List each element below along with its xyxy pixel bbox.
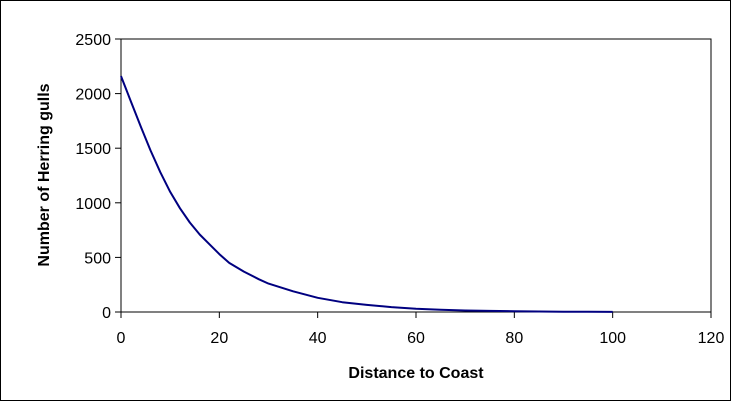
y-tick-label: 500: [84, 250, 111, 267]
y-tick-label: 1500: [75, 141, 111, 158]
x-tick-label: 80: [505, 330, 523, 347]
x-tick-label: 60: [407, 330, 425, 347]
x-tick-label: 40: [309, 330, 327, 347]
x-tick-label: 20: [210, 330, 228, 347]
x-tick-label: 100: [599, 330, 626, 347]
y-tick-label: 1000: [75, 196, 111, 213]
x-tick-label: 0: [117, 330, 126, 347]
y-tick-label: 2500: [75, 32, 111, 49]
x-tick-label: 120: [698, 330, 725, 347]
x-axis-title: Distance to Coast: [348, 365, 484, 382]
y-axis-title: Number of Herring gulls: [36, 83, 53, 266]
series-layer: [120, 75, 613, 313]
plot-area: [120, 38, 712, 313]
y-axis-ticks: 0 500 1000 1500 2000 2500: [75, 32, 121, 322]
y-tick-label: 2000: [75, 87, 111, 104]
x-axis-ticks: 0 20 40 60 80 100 120: [117, 312, 725, 347]
y-tick-label: 0: [102, 305, 111, 322]
series-line-0: [120, 75, 613, 313]
